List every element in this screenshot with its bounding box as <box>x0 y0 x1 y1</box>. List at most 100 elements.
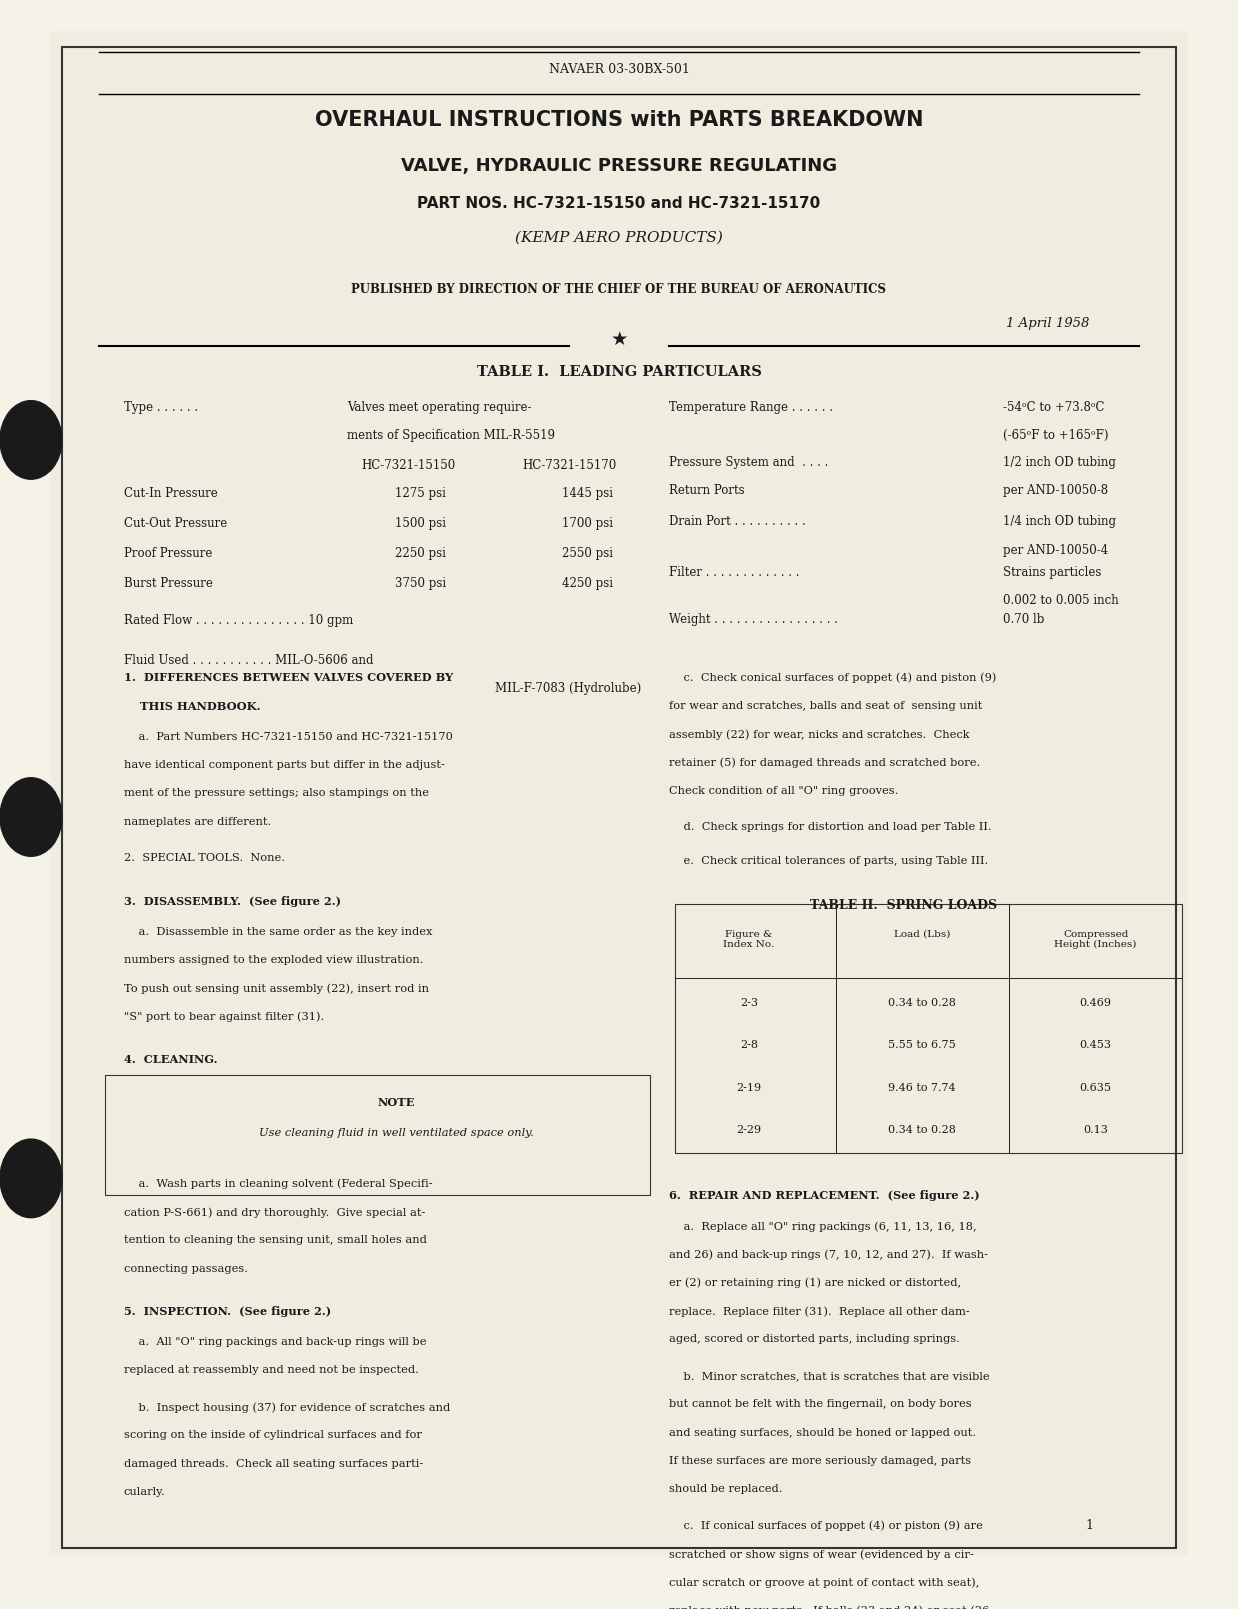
Text: 3.  DISASSEMBLY.  (See figure 2.): 3. DISASSEMBLY. (See figure 2.) <box>124 896 340 907</box>
Text: 4.  CLEANING.: 4. CLEANING. <box>124 1054 218 1065</box>
Text: er (2) or retaining ring (1) are nicked or distorted,: er (2) or retaining ring (1) are nicked … <box>669 1278 961 1289</box>
Text: TABLE I.  LEADING PARTICULARS: TABLE I. LEADING PARTICULARS <box>477 365 761 378</box>
Circle shape <box>0 777 62 856</box>
Text: HC-7321-15150: HC-7321-15150 <box>361 459 456 471</box>
Text: 2-29: 2-29 <box>737 1125 761 1134</box>
Bar <box>675 904 1182 1154</box>
Text: and seating surfaces, should be honed or lapped out.: and seating surfaces, should be honed or… <box>669 1427 976 1437</box>
Text: Drain Port . . . . . . . . . .: Drain Port . . . . . . . . . . <box>669 515 805 528</box>
Text: 4250 psi: 4250 psi <box>562 576 613 589</box>
Text: 0.002 to 0.005 inch: 0.002 to 0.005 inch <box>1003 594 1118 607</box>
Text: PUBLISHED BY DIRECTION OF THE CHIEF OF THE BUREAU OF AERONAUTICS: PUBLISHED BY DIRECTION OF THE CHIEF OF T… <box>352 283 886 296</box>
Text: per AND-10050-4: per AND-10050-4 <box>1003 544 1108 557</box>
Text: 1445 psi: 1445 psi <box>562 488 613 500</box>
Text: have identical component parts but differ in the adjust-: have identical component parts but diffe… <box>124 759 444 771</box>
Text: TABLE II.  SPRING LOADS: TABLE II. SPRING LOADS <box>810 899 998 912</box>
Text: a.  All "O" ring packings and back-up rings will be: a. All "O" ring packings and back-up rin… <box>124 1337 426 1347</box>
Text: PART NOS. HC-7321-15150 and HC-7321-15170: PART NOS. HC-7321-15150 and HC-7321-1517… <box>417 196 821 211</box>
Text: Filter . . . . . . . . . . . . .: Filter . . . . . . . . . . . . . <box>669 566 799 579</box>
Text: 0.13: 0.13 <box>1083 1125 1108 1134</box>
Text: 1 April 1958: 1 April 1958 <box>1006 317 1089 330</box>
Text: 0.34 to 0.28: 0.34 to 0.28 <box>889 1125 956 1134</box>
Text: a.  Wash parts in cleaning solvent (Federal Specifi-: a. Wash parts in cleaning solvent (Feder… <box>124 1179 432 1189</box>
Text: Pressure System and  . . . .: Pressure System and . . . . <box>669 455 828 468</box>
Circle shape <box>0 1139 62 1218</box>
Text: Figure &
Index No.: Figure & Index No. <box>723 930 775 949</box>
Circle shape <box>0 401 62 479</box>
Text: for wear and scratches, balls and seat of  sensing unit: for wear and scratches, balls and seat o… <box>669 702 982 711</box>
Text: b.  Inspect housing (37) for evidence of scratches and: b. Inspect housing (37) for evidence of … <box>124 1401 451 1413</box>
Text: cular scratch or groove at point of contact with seat),: cular scratch or groove at point of cont… <box>669 1577 979 1588</box>
Text: THIS HANDBOOK.: THIS HANDBOOK. <box>124 702 260 711</box>
Text: aged, scored or distorted parts, including springs.: aged, scored or distorted parts, includi… <box>669 1334 959 1344</box>
Text: Valves meet operating require-: Valves meet operating require- <box>347 401 531 414</box>
Text: numbers assigned to the exploded view illustration.: numbers assigned to the exploded view il… <box>124 956 423 965</box>
FancyBboxPatch shape <box>105 1075 650 1195</box>
Text: If these surfaces are more seriously damaged, parts: If these surfaces are more seriously dam… <box>669 1456 971 1466</box>
Text: 3750 psi: 3750 psi <box>395 576 446 589</box>
Text: 2-19: 2-19 <box>737 1083 761 1093</box>
Text: 6.  REPAIR AND REPLACEMENT.  (See figure 2.): 6. REPAIR AND REPLACEMENT. (See figure 2… <box>669 1191 979 1200</box>
Text: Load (Lbs): Load (Lbs) <box>894 930 951 938</box>
Text: 0.635: 0.635 <box>1080 1083 1112 1093</box>
Text: 5.55 to 6.75: 5.55 to 6.75 <box>889 1039 956 1051</box>
Text: To push out sensing unit assembly (22), insert rod in: To push out sensing unit assembly (22), … <box>124 983 428 994</box>
Text: scoring on the inside of cylindrical surfaces and for: scoring on the inside of cylindrical sur… <box>124 1430 422 1440</box>
Text: replace with new parts.  If balls (23 and 24) or seat (26: replace with new parts. If balls (23 and… <box>669 1606 989 1609</box>
Text: Strains particles: Strains particles <box>1003 566 1101 579</box>
Text: 0.70 lb: 0.70 lb <box>1003 613 1044 626</box>
Text: (KEMP AERO PRODUCTS): (KEMP AERO PRODUCTS) <box>515 232 723 245</box>
Text: per AND-10050-8: per AND-10050-8 <box>1003 484 1108 497</box>
Text: "S" port to bear against filter (31).: "S" port to bear against filter (31). <box>124 1012 324 1022</box>
Text: MIL-F-7083 (Hydrolube): MIL-F-7083 (Hydrolube) <box>495 682 641 695</box>
Text: 1700 psi: 1700 psi <box>562 516 613 529</box>
Text: ★: ★ <box>610 330 628 349</box>
FancyBboxPatch shape <box>50 32 1188 1556</box>
Text: 2250 psi: 2250 psi <box>395 547 446 560</box>
Text: cation P-S-661) and dry thoroughly.  Give special at-: cation P-S-661) and dry thoroughly. Give… <box>124 1207 425 1218</box>
Text: 1/2 inch OD tubing: 1/2 inch OD tubing <box>1003 455 1115 468</box>
Text: 2.  SPECIAL TOOLS.  None.: 2. SPECIAL TOOLS. None. <box>124 853 285 864</box>
Text: 9.46 to 7.74: 9.46 to 7.74 <box>889 1083 956 1093</box>
Text: damaged threads.  Check all seating surfaces parti-: damaged threads. Check all seating surfa… <box>124 1459 423 1469</box>
Text: d.  Check springs for distortion and load per Table II.: d. Check springs for distortion and load… <box>669 822 992 832</box>
Text: nameplates are different.: nameplates are different. <box>124 817 271 827</box>
Text: 2-8: 2-8 <box>740 1039 758 1051</box>
Text: Cut-In Pressure: Cut-In Pressure <box>124 488 218 500</box>
Text: e.  Check critical tolerances of parts, using Table III.: e. Check critical tolerances of parts, u… <box>669 856 988 866</box>
Text: 1275 psi: 1275 psi <box>395 488 446 500</box>
Text: HC-7321-15170: HC-7321-15170 <box>522 459 617 471</box>
Text: 0.34 to 0.28: 0.34 to 0.28 <box>889 998 956 1007</box>
Text: a.  Disassemble in the same order as the key index: a. Disassemble in the same order as the … <box>124 927 432 936</box>
Text: Return Ports: Return Ports <box>669 484 744 497</box>
Text: 2550 psi: 2550 psi <box>562 547 613 560</box>
Text: NAVAER 03-30BX-501: NAVAER 03-30BX-501 <box>548 63 690 76</box>
Text: 1.  DIFFERENCES BETWEEN VALVES COVERED BY: 1. DIFFERENCES BETWEEN VALVES COVERED BY <box>124 673 453 684</box>
Text: 0.469: 0.469 <box>1080 998 1112 1007</box>
Text: Fluid Used . . . . . . . . . . . MIL-O-5606 and: Fluid Used . . . . . . . . . . . MIL-O-5… <box>124 653 374 666</box>
Text: Burst Pressure: Burst Pressure <box>124 576 213 589</box>
Text: c.  Check conical surfaces of poppet (4) and piston (9): c. Check conical surfaces of poppet (4) … <box>669 673 995 684</box>
Text: Weight . . . . . . . . . . . . . . . . .: Weight . . . . . . . . . . . . . . . . . <box>669 613 838 626</box>
Text: Cut-Out Pressure: Cut-Out Pressure <box>124 516 227 529</box>
Text: and 26) and back-up rings (7, 10, 12, and 27).  If wash-: and 26) and back-up rings (7, 10, 12, an… <box>669 1250 988 1260</box>
Text: Temperature Range . . . . . .: Temperature Range . . . . . . <box>669 401 832 414</box>
Text: (-65ᵒF to +165ᵒF): (-65ᵒF to +165ᵒF) <box>1003 430 1108 442</box>
Text: Use cleaning fluid in well ventilated space only.: Use cleaning fluid in well ventilated sp… <box>259 1128 534 1138</box>
Text: a.  Replace all "O" ring packings (6, 11, 13, 16, 18,: a. Replace all "O" ring packings (6, 11,… <box>669 1221 976 1231</box>
Text: replaced at reassembly and need not be inspected.: replaced at reassembly and need not be i… <box>124 1366 418 1376</box>
Text: scratched or show signs of wear (evidenced by a cir-: scratched or show signs of wear (evidenc… <box>669 1549 973 1559</box>
Text: cularly.: cularly. <box>124 1487 166 1496</box>
Text: Check condition of all "O" ring grooves.: Check condition of all "O" ring grooves. <box>669 785 898 795</box>
Text: Compressed
Height (Inches): Compressed Height (Inches) <box>1055 930 1136 949</box>
Text: 2-3: 2-3 <box>740 998 758 1007</box>
Text: VALVE, HYDRAULIC PRESSURE REGULATING: VALVE, HYDRAULIC PRESSURE REGULATING <box>401 158 837 175</box>
Text: replace.  Replace filter (31).  Replace all other dam-: replace. Replace filter (31). Replace al… <box>669 1307 969 1316</box>
Text: c.  If conical surfaces of poppet (4) or piston (9) are: c. If conical surfaces of poppet (4) or … <box>669 1521 983 1532</box>
Text: but cannot be felt with the fingernail, on body bores: but cannot be felt with the fingernail, … <box>669 1400 971 1409</box>
Text: retainer (5) for damaged threads and scratched bore.: retainer (5) for damaged threads and scr… <box>669 758 979 767</box>
Text: Proof Pressure: Proof Pressure <box>124 547 212 560</box>
Text: 0.453: 0.453 <box>1080 1039 1112 1051</box>
Text: 1/4 inch OD tubing: 1/4 inch OD tubing <box>1003 515 1115 528</box>
Text: NOTE: NOTE <box>378 1097 415 1107</box>
